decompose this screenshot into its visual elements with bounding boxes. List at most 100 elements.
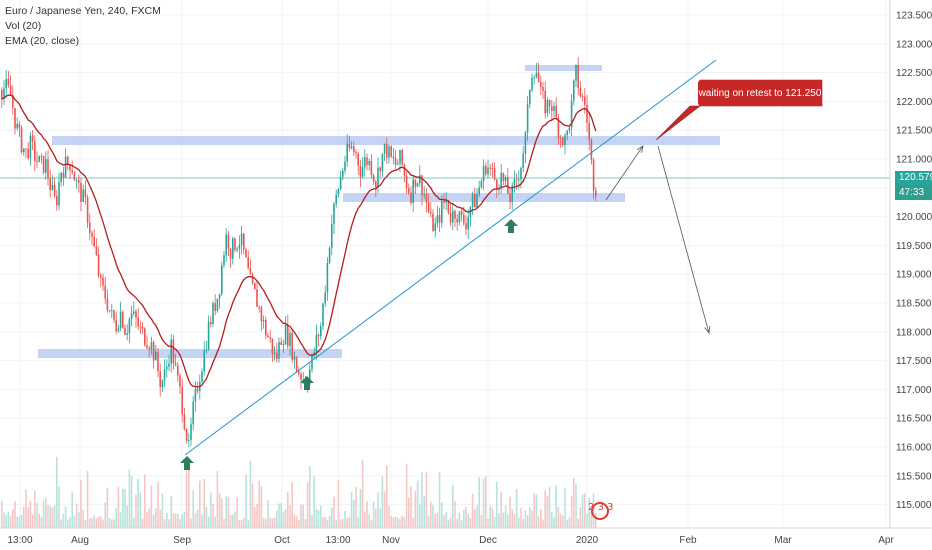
volume-bar	[192, 490, 194, 528]
volume-bar	[491, 508, 494, 528]
candle-body	[126, 333, 128, 335]
candle-body	[58, 181, 60, 206]
volume-bar	[559, 513, 562, 528]
volume-bar	[306, 482, 309, 528]
tradingview-logo-icon	[591, 502, 609, 520]
volume-bar	[117, 486, 120, 528]
candle-body	[146, 344, 148, 348]
candle-body	[361, 167, 364, 177]
volume-bar	[265, 518, 267, 528]
volume-bar	[520, 507, 522, 528]
candle-body	[526, 104, 529, 133]
volume-bar	[377, 492, 379, 528]
candle-body	[108, 310, 111, 312]
candle-body	[344, 161, 346, 171]
candle-body	[150, 342, 153, 350]
volume-bar	[93, 515, 95, 528]
volume-bar	[289, 505, 291, 528]
candle-body	[564, 135, 566, 146]
candle-body	[419, 175, 421, 184]
candle-body	[177, 365, 179, 376]
candle-body	[357, 153, 359, 166]
candle-body	[474, 194, 476, 208]
candle-body	[584, 96, 586, 105]
volume-bar	[71, 492, 73, 528]
symbol-title[interactable]: Euro / Japanese Yen, 240, FXCM	[5, 5, 161, 17]
volume-bar	[229, 514, 232, 528]
volume-bar	[531, 510, 533, 528]
volume-bar	[179, 518, 181, 528]
candle-body	[7, 78, 10, 86]
volume-bar	[522, 519, 524, 528]
volume-bar	[137, 478, 139, 528]
volume-bar	[370, 519, 373, 528]
price-zone	[525, 65, 602, 71]
volume-bar	[102, 519, 104, 528]
volume-bar	[190, 518, 192, 528]
candle-body	[388, 146, 390, 158]
volume-bar	[386, 465, 388, 528]
candle-body	[513, 179, 516, 186]
tradingview-logo[interactable]: 2 3 3	[588, 502, 614, 513]
candle-body	[265, 320, 267, 336]
volume-bar	[430, 501, 432, 528]
candle-body	[518, 179, 520, 181]
volume-bar	[309, 465, 311, 528]
price-axis: 123.500 123.000 122.500 122.000 121.500 121.0…	[889, 0, 932, 528]
volume-bar	[324, 516, 326, 528]
candle-body	[192, 401, 194, 425]
candle-body	[102, 277, 104, 286]
candle-body	[181, 386, 183, 415]
volume-bar	[130, 475, 133, 528]
candle-body	[62, 172, 65, 178]
candle-body	[218, 293, 221, 299]
ema-indicator-label[interactable]: EMA (20, close)	[5, 35, 80, 47]
volume-bar	[533, 493, 535, 528]
candle-body	[170, 339, 172, 364]
candle-body	[452, 211, 454, 223]
volume-bar	[493, 517, 496, 528]
candle-body	[229, 248, 232, 259]
volume-bar	[89, 518, 91, 528]
candle-body	[161, 380, 164, 388]
volume-bar	[139, 492, 142, 528]
volume-bar	[322, 517, 324, 528]
candle-body	[377, 167, 379, 188]
time-tick-label: Sep	[173, 535, 191, 546]
volume-bar	[205, 506, 208, 528]
price-tick-label: 123.000	[896, 39, 932, 50]
candle-body	[216, 298, 219, 311]
candle-body	[295, 356, 298, 372]
volume-bar	[42, 500, 45, 528]
volume-bar	[115, 508, 117, 528]
price-tick-label: 122.000	[896, 97, 932, 108]
volume-bar	[544, 490, 546, 528]
volume-bar	[326, 519, 329, 528]
candle-body	[566, 130, 568, 136]
candle-body	[397, 163, 399, 165]
candle-body	[493, 168, 496, 180]
volume-bar	[16, 516, 18, 528]
volume-bar	[108, 518, 111, 528]
candle-body	[122, 311, 124, 328]
volume-bar	[537, 515, 540, 528]
volume-bar	[551, 512, 553, 528]
volume-bar	[315, 508, 318, 528]
candle-body	[232, 238, 234, 259]
volume-indicator-label[interactable]: Vol (20)	[5, 20, 42, 32]
candle-body	[45, 159, 47, 173]
candle-body	[256, 289, 258, 307]
candle-body	[548, 100, 551, 107]
candle-body	[166, 366, 168, 370]
volume-bar	[339, 519, 342, 528]
candle-body	[278, 341, 280, 359]
volume-bar	[482, 478, 485, 528]
volume-bar	[214, 516, 216, 528]
price-tick-label: 120.000	[896, 212, 932, 223]
candle-body	[155, 351, 157, 361]
volume-bar	[212, 503, 214, 528]
candle-body	[139, 326, 142, 328]
volume-bar	[412, 517, 414, 528]
volume-bar	[342, 519, 344, 528]
